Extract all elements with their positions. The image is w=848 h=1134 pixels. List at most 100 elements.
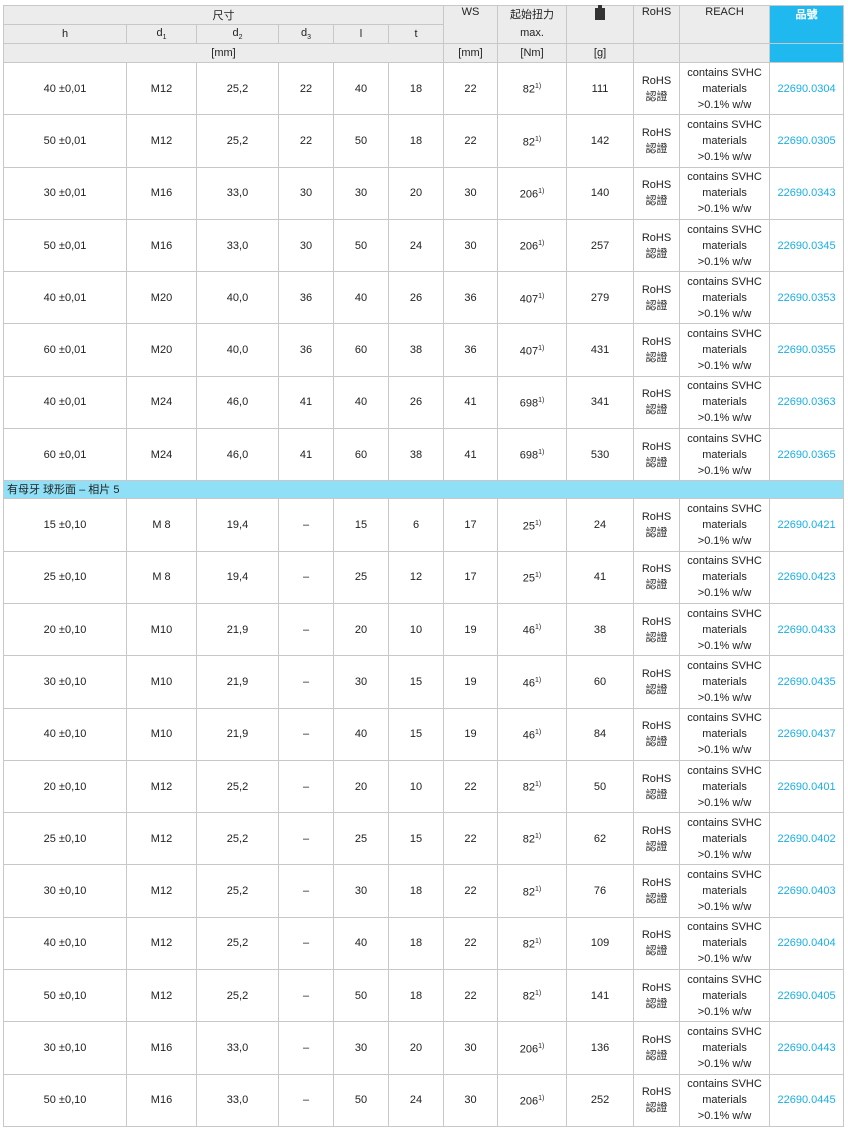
cell-d2: 21,9 [196, 602, 279, 657]
cell-d3: – [278, 864, 334, 918]
part-number-link[interactable]: 22690.0403 [777, 885, 836, 898]
cell-d1: M12 [126, 759, 197, 814]
rohs-cell: RoHS 認證 [633, 428, 681, 482]
col-header-d3: d3 [278, 24, 334, 44]
reach-cell: contains SVHC materials >0.1% w/w [679, 166, 771, 220]
table-row: 50 ±0,01 M12 25,2 22 50 18 22 821) 142 RoHS 認證 cont… [3, 114, 845, 168]
part-number-link[interactable]: 22690.0343 [777, 187, 836, 200]
cell-d3: 22 [278, 114, 334, 168]
rohs-cell: RoHS 認證 [633, 114, 681, 168]
col-header-d2: d2 [196, 24, 279, 44]
cell-h: 60 ±0,01 [3, 428, 127, 482]
cell-d3: 36 [278, 323, 334, 377]
cell-l: 30 [333, 1021, 389, 1075]
part-number-cell: 22690.0433 [769, 602, 845, 657]
cell-l: 50 [333, 1073, 389, 1127]
part-number-link[interactable]: 22690.0404 [777, 937, 836, 950]
cell-d2: 33,0 [196, 1073, 279, 1127]
cell-torque: 4071) [497, 323, 568, 377]
cell-d1: M12 [126, 864, 197, 918]
cell-h: 30 ±0,10 [3, 655, 127, 709]
cell-weight: 141 [566, 969, 635, 1023]
reach-cell: contains SVHC materials >0.1% w/w [679, 498, 771, 552]
cell-d3: – [278, 759, 334, 814]
cell-d1: M16 [126, 166, 197, 220]
col-header-l: l [333, 24, 389, 44]
cell-d1: M12 [126, 916, 197, 971]
rohs-header: RoHS [633, 5, 681, 44]
rohs-cell: RoHS 認證 [633, 707, 681, 761]
cell-l: 60 [333, 428, 389, 482]
cell-d1: M24 [126, 428, 197, 482]
cell-torque: 461) [497, 707, 568, 761]
cell-d2: 25,2 [196, 114, 279, 168]
part-number-link[interactable]: 22690.0421 [777, 519, 836, 532]
part-number-link[interactable]: 22690.0353 [777, 291, 836, 304]
cell-torque: 821) [497, 61, 568, 116]
part-number-link[interactable]: 22690.0433 [777, 623, 836, 636]
cell-t: 24 [387, 218, 445, 273]
reach-cell: contains SVHC materials >0.1% w/w [679, 1073, 771, 1127]
cell-torque: 821) [497, 916, 568, 971]
cell-torque: 821) [497, 812, 568, 866]
cell-d1: M 8 [126, 550, 197, 604]
cell-l: 15 [333, 498, 389, 552]
cell-h: 30 ±0,01 [3, 166, 127, 220]
cell-weight: 60 [566, 655, 635, 709]
cell-torque: 821) [497, 969, 568, 1023]
reach-unit [679, 43, 771, 63]
part-number-cell: 22690.0435 [769, 655, 845, 709]
part-number-link[interactable]: 22690.0305 [777, 134, 836, 147]
table-row: 30 ±0,10 M16 33,0–30 20 30 2061) 136 RoHS 認證 cont… [3, 1021, 845, 1075]
cell-l: 40 [333, 61, 389, 116]
cell-weight: 341 [566, 375, 635, 430]
reach-header: REACH [679, 5, 771, 44]
cell-d2: 46,0 [196, 428, 279, 482]
part-number-cell: 22690.0401 [769, 759, 845, 814]
part-number-link[interactable]: 22690.0304 [777, 82, 836, 95]
part-number-link[interactable]: 22690.0402 [777, 832, 836, 845]
part-number-link[interactable]: 22690.0345 [777, 239, 836, 252]
rohs-cell: RoHS 認證 [633, 759, 681, 814]
cell-t: 20 [387, 1021, 445, 1075]
table-row: 50 ±0,01 M16 33,0 30 50 24 30 2061) 257 RoHS 認證 con… [3, 218, 845, 273]
cell-d1: M16 [126, 1021, 197, 1075]
cell-l: 25 [333, 812, 389, 866]
reach-cell: contains SVHC materials >0.1% w/w [679, 655, 771, 709]
cell-t: 38 [387, 323, 445, 377]
col-header-h: h [3, 24, 127, 44]
cell-d1: M10 [126, 602, 197, 657]
cell-l: 50 [333, 218, 389, 273]
part-number-link[interactable]: 22690.0363 [777, 396, 836, 409]
cell-l: 30 [333, 166, 389, 220]
part-number-cell: 22690.0403 [769, 864, 845, 918]
unit-nm: [Nm] [497, 43, 568, 63]
cell-weight: 76 [566, 864, 635, 918]
cell-d1: M16 [126, 1073, 197, 1127]
part-number-link[interactable]: 22690.0435 [777, 675, 836, 688]
cell-ws: 17 [443, 498, 499, 552]
cell-ws: 22 [443, 812, 499, 866]
reach-cell: contains SVHC materials >0.1% w/w [679, 812, 771, 866]
part-number-cell: 22690.0343 [769, 166, 845, 220]
cell-torque: 461) [497, 655, 568, 709]
cell-torque: 251) [497, 550, 568, 604]
part-number-link[interactable]: 22690.0401 [777, 780, 836, 793]
part-number-link[interactable]: 22690.0405 [777, 989, 836, 1002]
cell-ws: 41 [443, 375, 499, 430]
unit-ws: [mm] [443, 43, 499, 63]
weight-icon [595, 5, 606, 20]
part-number-link[interactable]: 22690.0445 [777, 1094, 836, 1107]
reach-cell: contains SVHC materials >0.1% w/w [679, 707, 771, 761]
cell-weight: 111 [566, 61, 635, 116]
part-number-link[interactable]: 22690.0365 [777, 448, 836, 461]
cell-weight: 136 [566, 1021, 635, 1075]
cell-h: 50 ±0,01 [3, 218, 127, 273]
reach-cell: contains SVHC materials >0.1% w/w [679, 61, 771, 116]
cell-ws: 30 [443, 166, 499, 220]
part-number-link[interactable]: 22690.0355 [777, 344, 836, 357]
part-number-link[interactable]: 22690.0443 [777, 1041, 836, 1054]
part-number-link[interactable]: 22690.0437 [777, 728, 836, 741]
part-number-link[interactable]: 22690.0423 [777, 571, 836, 584]
reach-cell: contains SVHC materials >0.1% w/w [679, 375, 771, 430]
